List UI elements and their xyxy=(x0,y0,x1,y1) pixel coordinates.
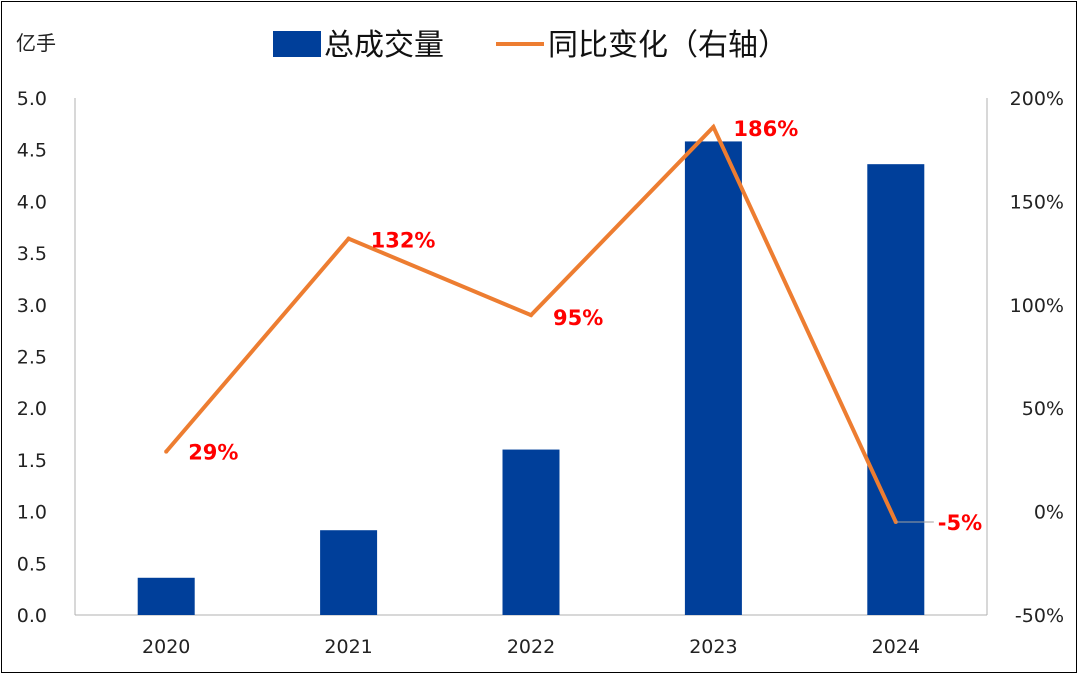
line-layer xyxy=(164,123,898,524)
bar xyxy=(867,164,925,615)
legend-label-bar: 总成交量 xyxy=(324,28,444,63)
left-tick-label: 2.5 xyxy=(17,347,47,369)
x-tick-label: 2020 xyxy=(142,636,190,658)
left-tick-label: 3.5 xyxy=(17,243,47,265)
line-point xyxy=(346,236,351,241)
left-axis-unit: 亿手 xyxy=(16,31,56,55)
x-tick-label: 2023 xyxy=(689,636,737,658)
left-tick-label: 1.5 xyxy=(17,450,47,472)
x-tick-label: 2024 xyxy=(872,636,920,658)
left-tick-label: 4.5 xyxy=(17,140,47,162)
left-tick-label: 4.0 xyxy=(17,191,47,213)
axes: 0.0 0.5 1.0 1.5 2.0 2.5 3.0 3.5 4.0 4.5 5.0 -50% 0% 5… xyxy=(17,88,1064,658)
left-tick-label: 2.0 xyxy=(17,398,47,420)
line-point xyxy=(164,449,169,454)
bar xyxy=(502,449,560,615)
bars xyxy=(137,141,925,616)
left-tick-label: 0.5 xyxy=(17,553,47,575)
right-tick-label: -50% xyxy=(1015,605,1064,627)
right-tick-label: 150% xyxy=(1010,191,1064,213)
right-tick-label: 0% xyxy=(1034,502,1064,524)
left-tick-label: 3.0 xyxy=(17,295,47,317)
legend-label-line: 同比变化（右轴） xyxy=(548,28,788,63)
left-tick-label: 5.0 xyxy=(17,88,47,110)
bar xyxy=(320,530,378,615)
right-tick-label: 200% xyxy=(1010,88,1064,110)
data-label: -5% xyxy=(938,511,982,535)
data-label: 132% xyxy=(371,229,436,253)
x-tick-label: 2022 xyxy=(507,636,555,658)
data-label: 29% xyxy=(188,441,238,465)
data-labels: 29% 132% 95% 186% -5% xyxy=(188,117,982,535)
x-tick-label: 2021 xyxy=(324,636,372,658)
left-tick-label: 1.0 xyxy=(17,502,47,524)
bar xyxy=(137,577,195,615)
legend: 总成交量 同比变化（右轴） xyxy=(273,28,788,63)
left-tick-label: 0.0 xyxy=(17,605,47,627)
bar xyxy=(684,141,742,616)
right-tick-label: 100% xyxy=(1010,295,1064,317)
line-point xyxy=(711,124,716,129)
data-label: 186% xyxy=(733,117,798,141)
right-tick-label: 50% xyxy=(1022,398,1064,420)
line-point xyxy=(529,313,533,318)
legend-swatch-bar xyxy=(273,31,321,57)
data-label: 95% xyxy=(553,306,603,330)
